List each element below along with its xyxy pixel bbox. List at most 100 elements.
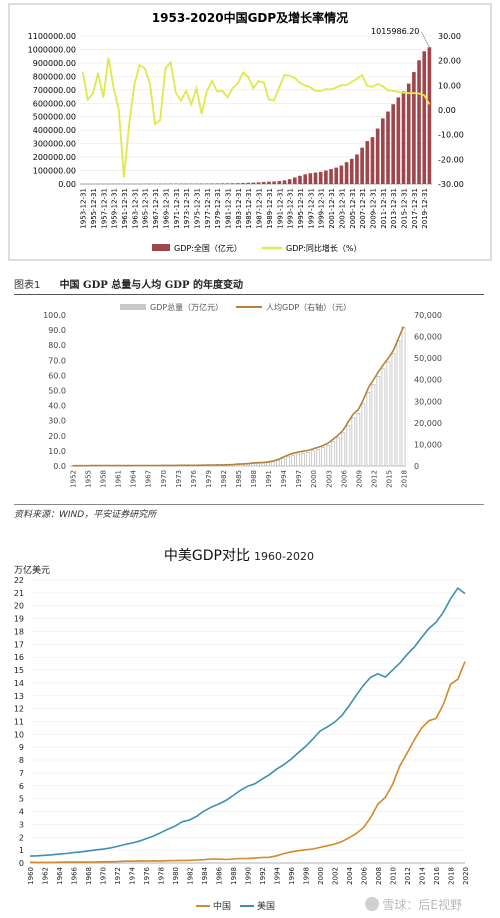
- annotation-label: 1015986.20: [371, 27, 419, 36]
- x-tick-label: 1979: [205, 470, 213, 488]
- y-left-tick-label: 0.0: [53, 462, 66, 471]
- y-right-tick-label: -10.00: [438, 131, 464, 140]
- gdp-bar: [272, 181, 276, 184]
- y-left-tick-label: 600000.00: [33, 99, 76, 108]
- y-tick-label: 17: [14, 640, 24, 649]
- y-tick-label: 16: [14, 653, 24, 662]
- gdp-bar: [391, 352, 396, 467]
- x-tick-label: 1968: [85, 867, 93, 885]
- x-tick-label: 1998: [303, 867, 311, 885]
- x-tick-label: 1952: [70, 470, 78, 488]
- y-tick-label: 21: [14, 589, 24, 598]
- x-tick-label: 1955-12-31: [90, 188, 98, 229]
- x-tick-label: 1985-12-31: [245, 188, 253, 229]
- gdp-bar: [375, 128, 380, 184]
- gdp-bar: [306, 451, 311, 467]
- x-tick-label: 1955: [85, 470, 93, 488]
- x-tick-label: 1973: [175, 470, 183, 488]
- x-tick-label: 1992: [259, 867, 267, 885]
- y-right-tick-label: 10,000: [414, 440, 442, 449]
- gdp-bar: [316, 448, 321, 467]
- y-left-tick-label: 1000000.00: [28, 45, 76, 54]
- y-left-tick-label: 300000.00: [33, 140, 76, 149]
- x-tick-label: 1980: [172, 867, 180, 885]
- x-tick-label: 1960: [27, 867, 35, 885]
- gdp-bar: [370, 137, 375, 184]
- gdp-bar: [236, 183, 240, 184]
- y-tick-label: 0: [19, 859, 24, 868]
- x-tick-label: 1982: [187, 867, 195, 885]
- growth-line: [81, 57, 431, 178]
- x-tick-label: 1996: [288, 866, 296, 884]
- x-tick-label: 1963-12-31: [131, 188, 139, 229]
- gdp-bar: [215, 183, 219, 184]
- y-tick-label: 9: [19, 743, 24, 752]
- chart-china-us-gdp: 中美GDP对比 1960-2020万亿美元01234567891011121314…: [14, 548, 470, 912]
- y-right-tick-label: 0.00: [438, 106, 456, 115]
- gdp-bar: [261, 181, 266, 184]
- x-tick-label: 2017-12-31: [411, 188, 419, 229]
- x-tick-label: 1975-12-31: [193, 188, 201, 229]
- x-tick-label: 2000: [310, 470, 318, 488]
- figure-caption: 图表1 中国 GDP 总量与人均 GDP 的年度变动: [14, 276, 484, 295]
- y-right-tick-label: 0: [414, 462, 419, 471]
- x-tick-label: 2018: [400, 470, 408, 488]
- x-tick-label: 2009: [355, 470, 363, 488]
- y-right-tick-label: 20.00: [438, 57, 461, 66]
- gdp-bar: [396, 97, 401, 184]
- gdp-bar: [308, 173, 313, 184]
- x-tick-label: 2003-12-31: [338, 188, 346, 229]
- chart-subtitle: 1960-2020: [254, 550, 314, 563]
- y-right-tick-label: -20.00: [438, 155, 464, 164]
- x-tick-label: 1993-12-31: [287, 188, 295, 229]
- gdp-bar: [401, 91, 406, 184]
- x-tick-label: 2000: [317, 867, 325, 885]
- source-note: 资料来源：WIND，平安证券研究所: [14, 504, 484, 520]
- x-tick-label: 1970: [160, 470, 168, 488]
- gdp-bar: [296, 453, 301, 467]
- x-tick-label: 2018: [448, 867, 456, 885]
- gdp-bar: [220, 183, 225, 184]
- gdp-bar: [355, 154, 359, 184]
- gdp-bar: [349, 158, 354, 184]
- y-tick-label: 15: [14, 666, 24, 675]
- gdp-bar: [251, 182, 256, 184]
- y-left-tick-label: 0.00: [58, 180, 76, 189]
- y-left-tick-label: 400000.00: [33, 126, 76, 135]
- x-tick-label: 1964: [130, 469, 138, 487]
- legend-label-per-capita: 人均GDP（右轴）（元）: [266, 302, 351, 312]
- x-tick-label: 1985: [235, 470, 243, 488]
- y-left-tick-label: 100000.00: [33, 167, 76, 176]
- x-tick-label: 2003: [325, 470, 333, 488]
- gdp-bar: [293, 177, 297, 184]
- x-tick-label: 2012: [404, 867, 412, 885]
- x-tick-label: 1997: [295, 470, 303, 488]
- gdp-bar: [313, 172, 318, 184]
- chart-title: 中美GDP对比: [164, 548, 250, 564]
- gdp-bar: [366, 391, 371, 467]
- y-tick-label: 10: [14, 730, 24, 739]
- y-tick-label: 3: [19, 820, 24, 829]
- x-tick-label: 1961-12-31: [121, 188, 129, 229]
- x-tick-label: 1988: [250, 470, 258, 488]
- x-tick-label: 1999-12-31: [318, 188, 326, 229]
- gdp-bar: [365, 141, 370, 184]
- y-tick-label: 1: [19, 846, 24, 855]
- legend-label-gdp: GDP:全国（亿元）: [174, 243, 242, 253]
- y-tick-label: 14: [14, 679, 24, 688]
- gdp-bar: [381, 368, 386, 467]
- x-tick-label: 1978: [158, 867, 166, 885]
- series-line-usa: [29, 586, 466, 857]
- legend-label-china: 中国: [213, 900, 231, 912]
- y-right-tick-label: 50,000: [414, 354, 442, 363]
- gdp-bar: [282, 180, 287, 184]
- x-tick-label: 2006: [340, 469, 348, 487]
- x-tick-label: 1971-12-31: [173, 188, 181, 229]
- gdp-bar: [396, 340, 401, 467]
- gdp-bar: [422, 51, 427, 184]
- annotation-leader: [421, 31, 430, 48]
- x-tick-label: 2010: [390, 867, 398, 885]
- gdp-bar: [386, 111, 390, 184]
- gdp-bar: [271, 461, 275, 467]
- gdp-bar: [298, 175, 302, 184]
